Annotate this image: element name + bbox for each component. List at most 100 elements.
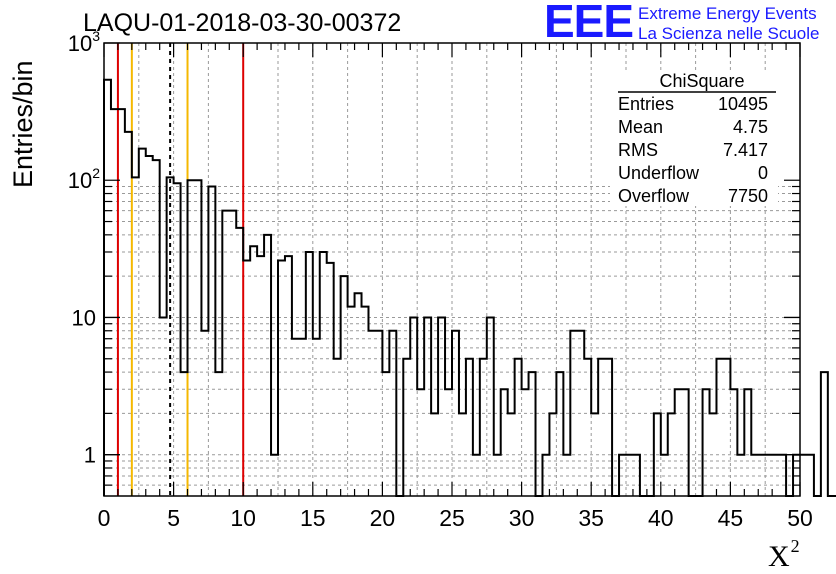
stats-row-label: Underflow — [618, 163, 700, 183]
histogram-bin — [111, 109, 118, 496]
x-tick-label: 5 — [167, 505, 180, 531]
histogram-bin — [222, 211, 229, 496]
stats-box-title: ChiSquare — [659, 71, 744, 91]
histogram-bin — [278, 261, 285, 496]
histogram-bin — [236, 228, 243, 496]
histogram-bin — [424, 317, 431, 496]
histogram-bin — [556, 372, 563, 496]
histogram-bin — [313, 339, 320, 496]
x-tick-label: 50 — [787, 505, 813, 531]
histogram-bin — [104, 80, 111, 496]
logo-line-1: Extreme Energy Events — [638, 4, 817, 23]
histogram-bin — [633, 455, 640, 496]
histogram-bin — [438, 317, 445, 496]
histogram-bin — [389, 331, 396, 496]
histogram-bin — [772, 455, 779, 496]
page-title: LAQU-01-2018-03-30-00372 — [83, 9, 402, 37]
x-tick-label: 35 — [578, 505, 604, 531]
histogram-bin — [362, 307, 369, 496]
histogram-bin — [723, 359, 730, 496]
histogram-bin — [529, 372, 536, 496]
stats-row-value: 4.75 — [733, 117, 768, 137]
stats-row-label: Entries — [618, 94, 674, 114]
stats-row-value: 10495 — [718, 94, 768, 114]
histogram-bin — [452, 331, 459, 496]
histogram-bin — [250, 246, 257, 496]
stats-row-value: 7.417 — [723, 140, 768, 160]
y-axis-label: Entries/bin — [8, 60, 38, 188]
histogram-bin — [243, 261, 250, 496]
histogram-bin — [355, 293, 362, 496]
histogram-bin — [675, 389, 682, 496]
histogram-bin — [737, 455, 744, 496]
histogram-bin — [522, 389, 529, 496]
histogram-bin — [682, 389, 689, 496]
histogram-bin — [132, 177, 139, 496]
histogram-bin — [334, 359, 341, 496]
histogram-bin — [167, 177, 174, 496]
histogram-bin — [320, 252, 327, 496]
histogram-bin — [264, 235, 271, 496]
histogram-bin — [285, 256, 292, 496]
histogram-bin — [382, 372, 389, 496]
histogram-bin — [480, 359, 487, 496]
histogram-bin — [215, 372, 222, 496]
histogram-bin — [188, 180, 195, 496]
x-tick-label: 45 — [718, 505, 744, 531]
histogram-bin — [716, 359, 723, 496]
logo-line-2: La Scienza nelle Scuole — [638, 24, 820, 43]
histogram-bin — [563, 455, 570, 496]
histogram-bin — [577, 331, 584, 496]
histogram-bin — [758, 455, 765, 496]
x-tick-label: 30 — [509, 505, 535, 531]
histogram-bin — [341, 276, 348, 496]
histogram-bin — [125, 132, 132, 496]
stats-box-background — [610, 72, 778, 206]
histogram-bin — [174, 183, 181, 496]
x-tick-label: 20 — [370, 505, 396, 531]
x-axis-label-base: X — [768, 540, 790, 573]
histogram-bin — [765, 455, 772, 496]
histogram-bin — [668, 413, 675, 496]
histogram-bin — [494, 455, 501, 496]
histogram-bin — [410, 317, 417, 496]
histogram-bin — [375, 331, 382, 496]
x-axis-label-exp: 2 — [790, 536, 800, 556]
histogram-bin — [751, 455, 758, 496]
stats-row-value: 7750 — [728, 186, 768, 206]
histogram-bin — [348, 307, 355, 496]
eee-logo: EEE Extreme Energy Events La Scienza nel… — [544, 0, 834, 46]
y-tick-label: 102 — [68, 165, 100, 193]
histogram-bin — [542, 455, 549, 496]
histogram-bin — [619, 455, 626, 496]
histogram-bin — [515, 359, 522, 496]
x-tick-label: 25 — [439, 505, 465, 531]
stats-row-label: Overflow — [618, 186, 690, 206]
histogram-bin — [257, 256, 264, 496]
histogram-bin — [459, 413, 466, 496]
histogram-bin — [779, 455, 786, 496]
histogram-bin — [160, 317, 167, 496]
histogram-bin — [710, 413, 717, 496]
histogram-bin — [403, 359, 410, 496]
y-tick-label: 103 — [68, 28, 100, 56]
histogram-bin — [368, 331, 375, 496]
histogram-bin — [194, 180, 201, 496]
histogram-bin — [661, 455, 668, 496]
stats-row-label: Mean — [618, 117, 663, 137]
stats-row-label: RMS — [618, 140, 658, 160]
histogram-bin — [208, 187, 215, 496]
histogram-bin — [299, 339, 306, 496]
stats-row-value: 0 — [758, 163, 768, 183]
histogram-bin — [744, 389, 751, 496]
histogram-bin — [807, 455, 814, 496]
x-tick-label: 15 — [300, 505, 326, 531]
histogram-bin — [800, 455, 807, 496]
histogram-bin — [181, 372, 188, 496]
stats-box: ChiSquare Entries 10495 Mean 4.75 RMS 7.417 Und… — [610, 71, 778, 206]
histogram-bin — [139, 149, 146, 496]
histogram-bin — [591, 413, 598, 496]
histogram — [103, 78, 836, 497]
histogram-bin — [730, 389, 737, 496]
